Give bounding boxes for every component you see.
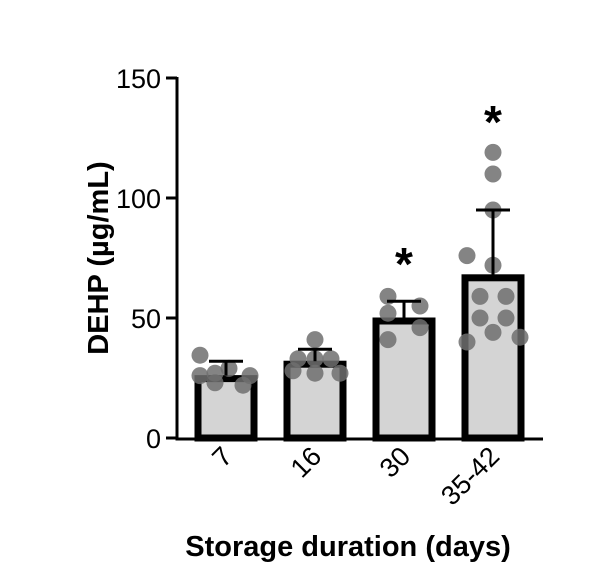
significance-star: * — [395, 238, 413, 290]
data-point — [284, 362, 302, 380]
x-tick-label: 30 — [374, 441, 416, 483]
data-point — [497, 309, 515, 327]
x-tick-label: 16 — [285, 441, 327, 483]
data-point — [471, 309, 489, 327]
data-point — [458, 333, 476, 351]
data-point — [471, 287, 489, 305]
data-point — [484, 165, 502, 183]
data-point — [484, 323, 502, 341]
data-point — [191, 346, 209, 364]
data-point — [411, 319, 429, 337]
data-point — [322, 350, 340, 368]
y-tick-label: 150 — [116, 64, 161, 94]
data-point — [191, 367, 209, 385]
significance-markers: ** — [395, 96, 502, 290]
significance-star: * — [484, 96, 502, 148]
data-point — [306, 331, 324, 349]
data-point — [379, 331, 397, 349]
data-point — [497, 287, 515, 305]
y-tick-label: 0 — [146, 424, 161, 454]
data-point — [234, 376, 252, 394]
data-point — [306, 364, 324, 382]
data-point — [331, 364, 349, 382]
data-point — [511, 328, 529, 346]
data-point — [458, 247, 476, 265]
bar-35-42 — [461, 274, 525, 442]
data-point — [206, 374, 224, 392]
y-axis-title: DEHP (µg/mL) — [83, 161, 115, 354]
data-point — [484, 143, 502, 161]
x-axis-title: Storage duration (days) — [185, 531, 511, 563]
y-tick-label: 100 — [116, 184, 161, 214]
bars-group — [194, 274, 525, 442]
error-bars-group — [209, 208, 510, 376]
data-point — [379, 304, 397, 322]
x-axis: 7 16 30 35-42 — [175, 437, 543, 511]
y-axis: 0 50 100 150 — [116, 64, 179, 454]
y-tick-label: 50 — [131, 304, 161, 334]
x-tick-label: 7 — [206, 441, 238, 473]
x-tick-label: 35-42 — [435, 441, 505, 511]
